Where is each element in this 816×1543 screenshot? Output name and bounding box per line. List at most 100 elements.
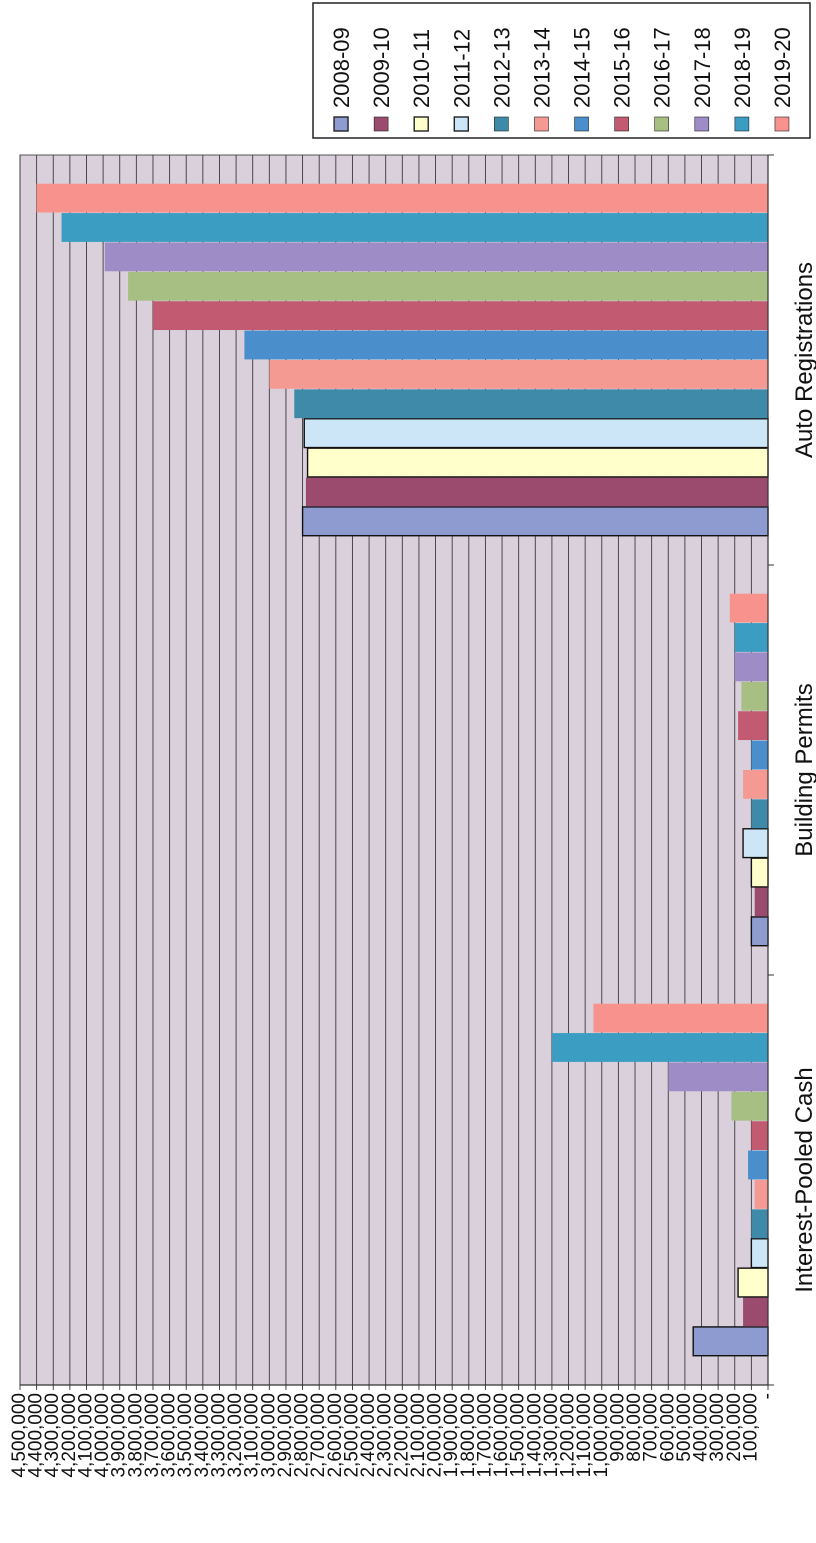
legend: 2008-09 2009-10 2010-11 2011-12 2012-13 2013-…	[312, 2, 811, 139]
value-tick-label: 900,000	[607, 1393, 628, 1462]
legend-swatch	[694, 116, 710, 132]
value-tick-label: 3,500,000	[175, 1393, 196, 1478]
value-tick-label: 2,300,000	[375, 1393, 396, 1478]
value-tick-label: 2,500,000	[341, 1393, 362, 1478]
legend-label: 2017-18	[690, 27, 715, 108]
value-tick-label: 700,000	[641, 1393, 662, 1462]
bar-auto-registrations-2012-13	[294, 389, 768, 419]
category-label: Interest-Pooled Cash	[791, 1067, 816, 1292]
value-tick-label: 1,100,000	[574, 1393, 595, 1478]
bar-interest-pooled-cash-2019-20	[593, 1003, 768, 1033]
value-tick-label: 3,300,000	[208, 1393, 229, 1478]
value-tick-label: 200,000	[724, 1393, 745, 1462]
category-axis	[767, 154, 774, 1386]
legend-swatch	[534, 116, 549, 132]
value-tick-label: -	[757, 1393, 778, 1399]
legend-box	[312, 2, 811, 139]
bar-building-permits-2011-12	[742, 828, 769, 859]
value-tick-label: 3,400,000	[192, 1393, 213, 1478]
category-labels: Interest-Pooled Cash Building Permits Auto…	[791, 262, 816, 1293]
bar-interest-pooled-cash-2016-17	[731, 1091, 768, 1121]
value-tick-label: 3,900,000	[109, 1393, 130, 1478]
value-tick-label: 1,500,000	[508, 1393, 529, 1478]
value-tick-label: 1,200,000	[558, 1393, 579, 1478]
bar-interest-pooled-cash-2009-10	[743, 1297, 768, 1327]
legend-swatch	[654, 116, 670, 132]
value-tick-label: 400,000	[691, 1393, 712, 1462]
value-tick-label: 4,000,000	[92, 1393, 113, 1478]
value-tick-label: 3,600,000	[159, 1393, 180, 1478]
category-label: Auto Registrations	[791, 262, 816, 458]
value-tick-label: 2,200,000	[391, 1393, 412, 1478]
bar-building-permits-2009-10	[754, 887, 768, 917]
value-tick-label: 3,200,000	[225, 1393, 246, 1478]
bar-auto-registrations-2011-12	[303, 418, 769, 449]
bar-auto-registrations-2015-16	[152, 301, 768, 331]
legend-label: 2014-15	[570, 27, 595, 108]
bar-auto-registrations-2019-20	[36, 183, 769, 213]
value-tick-label: 2,400,000	[358, 1393, 379, 1478]
bar-auto-registrations-2017-18	[104, 242, 769, 272]
legend-swatch	[574, 116, 589, 132]
bar-interest-pooled-cash-2014-15	[748, 1150, 768, 1180]
value-tick-label: 4,400,000	[26, 1393, 47, 1478]
value-tick-label: 1,800,000	[458, 1393, 479, 1478]
value-tick-label: 2,100,000	[408, 1393, 429, 1478]
legend-label: 2012-13	[489, 27, 514, 108]
bar-auto-registrations-2013-14	[269, 360, 768, 389]
value-tick-label: 2,900,000	[275, 1393, 296, 1478]
legend-swatch	[614, 116, 629, 132]
value-tick-label: 800,000	[624, 1393, 645, 1462]
bar-building-permits-2014-15	[751, 740, 768, 770]
legend-label: 2016-17	[650, 27, 675, 108]
value-tick-label: 4,200,000	[59, 1393, 80, 1478]
bar-building-permits-2017-18	[734, 652, 768, 682]
bar-interest-pooled-cash-2011-12	[750, 1238, 769, 1269]
value-tick-label: 3,700,000	[142, 1393, 163, 1478]
bar-building-permits-2008-09	[750, 916, 769, 947]
bar-building-permits-2013-14	[743, 770, 768, 799]
value-tick-label: 1,900,000	[441, 1393, 462, 1478]
legend-swatch	[373, 116, 389, 132]
bar-interest-pooled-cash-2013-14	[754, 1180, 768, 1209]
bar-interest-pooled-cash-2010-11	[737, 1267, 769, 1298]
bar-auto-registrations-2016-17	[128, 271, 769, 301]
value-tick-label: 2,600,000	[325, 1393, 346, 1478]
bar-building-permits-2019-20	[729, 593, 768, 623]
category-label: Building Permits	[791, 683, 816, 856]
value-tick-label: 1,000,000	[591, 1393, 612, 1478]
legend-label: 2010-11	[409, 29, 434, 108]
bar-building-permits-2018-19	[734, 623, 768, 652]
legend-label: 2015-16	[610, 27, 635, 108]
bar-building-permits-2015-16	[738, 711, 768, 741]
value-tick-label: 2,700,000	[308, 1393, 329, 1478]
legend-swatch	[413, 116, 429, 132]
value-tick-label: 1,400,000	[524, 1393, 545, 1478]
bar-auto-registrations-2018-19	[61, 213, 769, 242]
bar-interest-pooled-cash-2017-18	[668, 1062, 768, 1092]
value-tick-label: 4,300,000	[42, 1393, 63, 1478]
bar-auto-registrations-2010-11	[306, 447, 769, 478]
value-tick-label: 3,100,000	[242, 1393, 263, 1478]
value-tick-label: 500,000	[674, 1393, 695, 1462]
value-tick-label: 300,000	[707, 1393, 728, 1462]
plot-area	[19, 154, 774, 1390]
legend-swatch	[774, 116, 790, 132]
bar-interest-pooled-cash-2015-16	[751, 1121, 768, 1151]
value-tick-label: 1,300,000	[541, 1393, 562, 1478]
bar-interest-pooled-cash-2018-19	[551, 1033, 768, 1062]
value-tick-label: 1,700,000	[474, 1393, 495, 1478]
bar-interest-pooled-cash-2012-13	[751, 1209, 768, 1239]
bar-building-permits-2012-13	[751, 799, 768, 829]
legend-label: 2018-19	[730, 27, 755, 108]
value-tick-label: 4,500,000	[9, 1393, 30, 1478]
bar-auto-registrations-2008-09	[301, 506, 769, 537]
bar-auto-registrations-2009-10	[305, 477, 768, 507]
bar-building-permits-2010-11	[750, 857, 769, 888]
legend-label: 2011-12	[449, 29, 474, 108]
value-axis-tick-labels: -100,000200,000300,000400,000500,000600,…	[9, 1393, 778, 1478]
legend-swatch	[494, 116, 509, 132]
legend-label: 2008-09	[329, 27, 354, 108]
value-tick-label: 2,800,000	[292, 1393, 313, 1478]
